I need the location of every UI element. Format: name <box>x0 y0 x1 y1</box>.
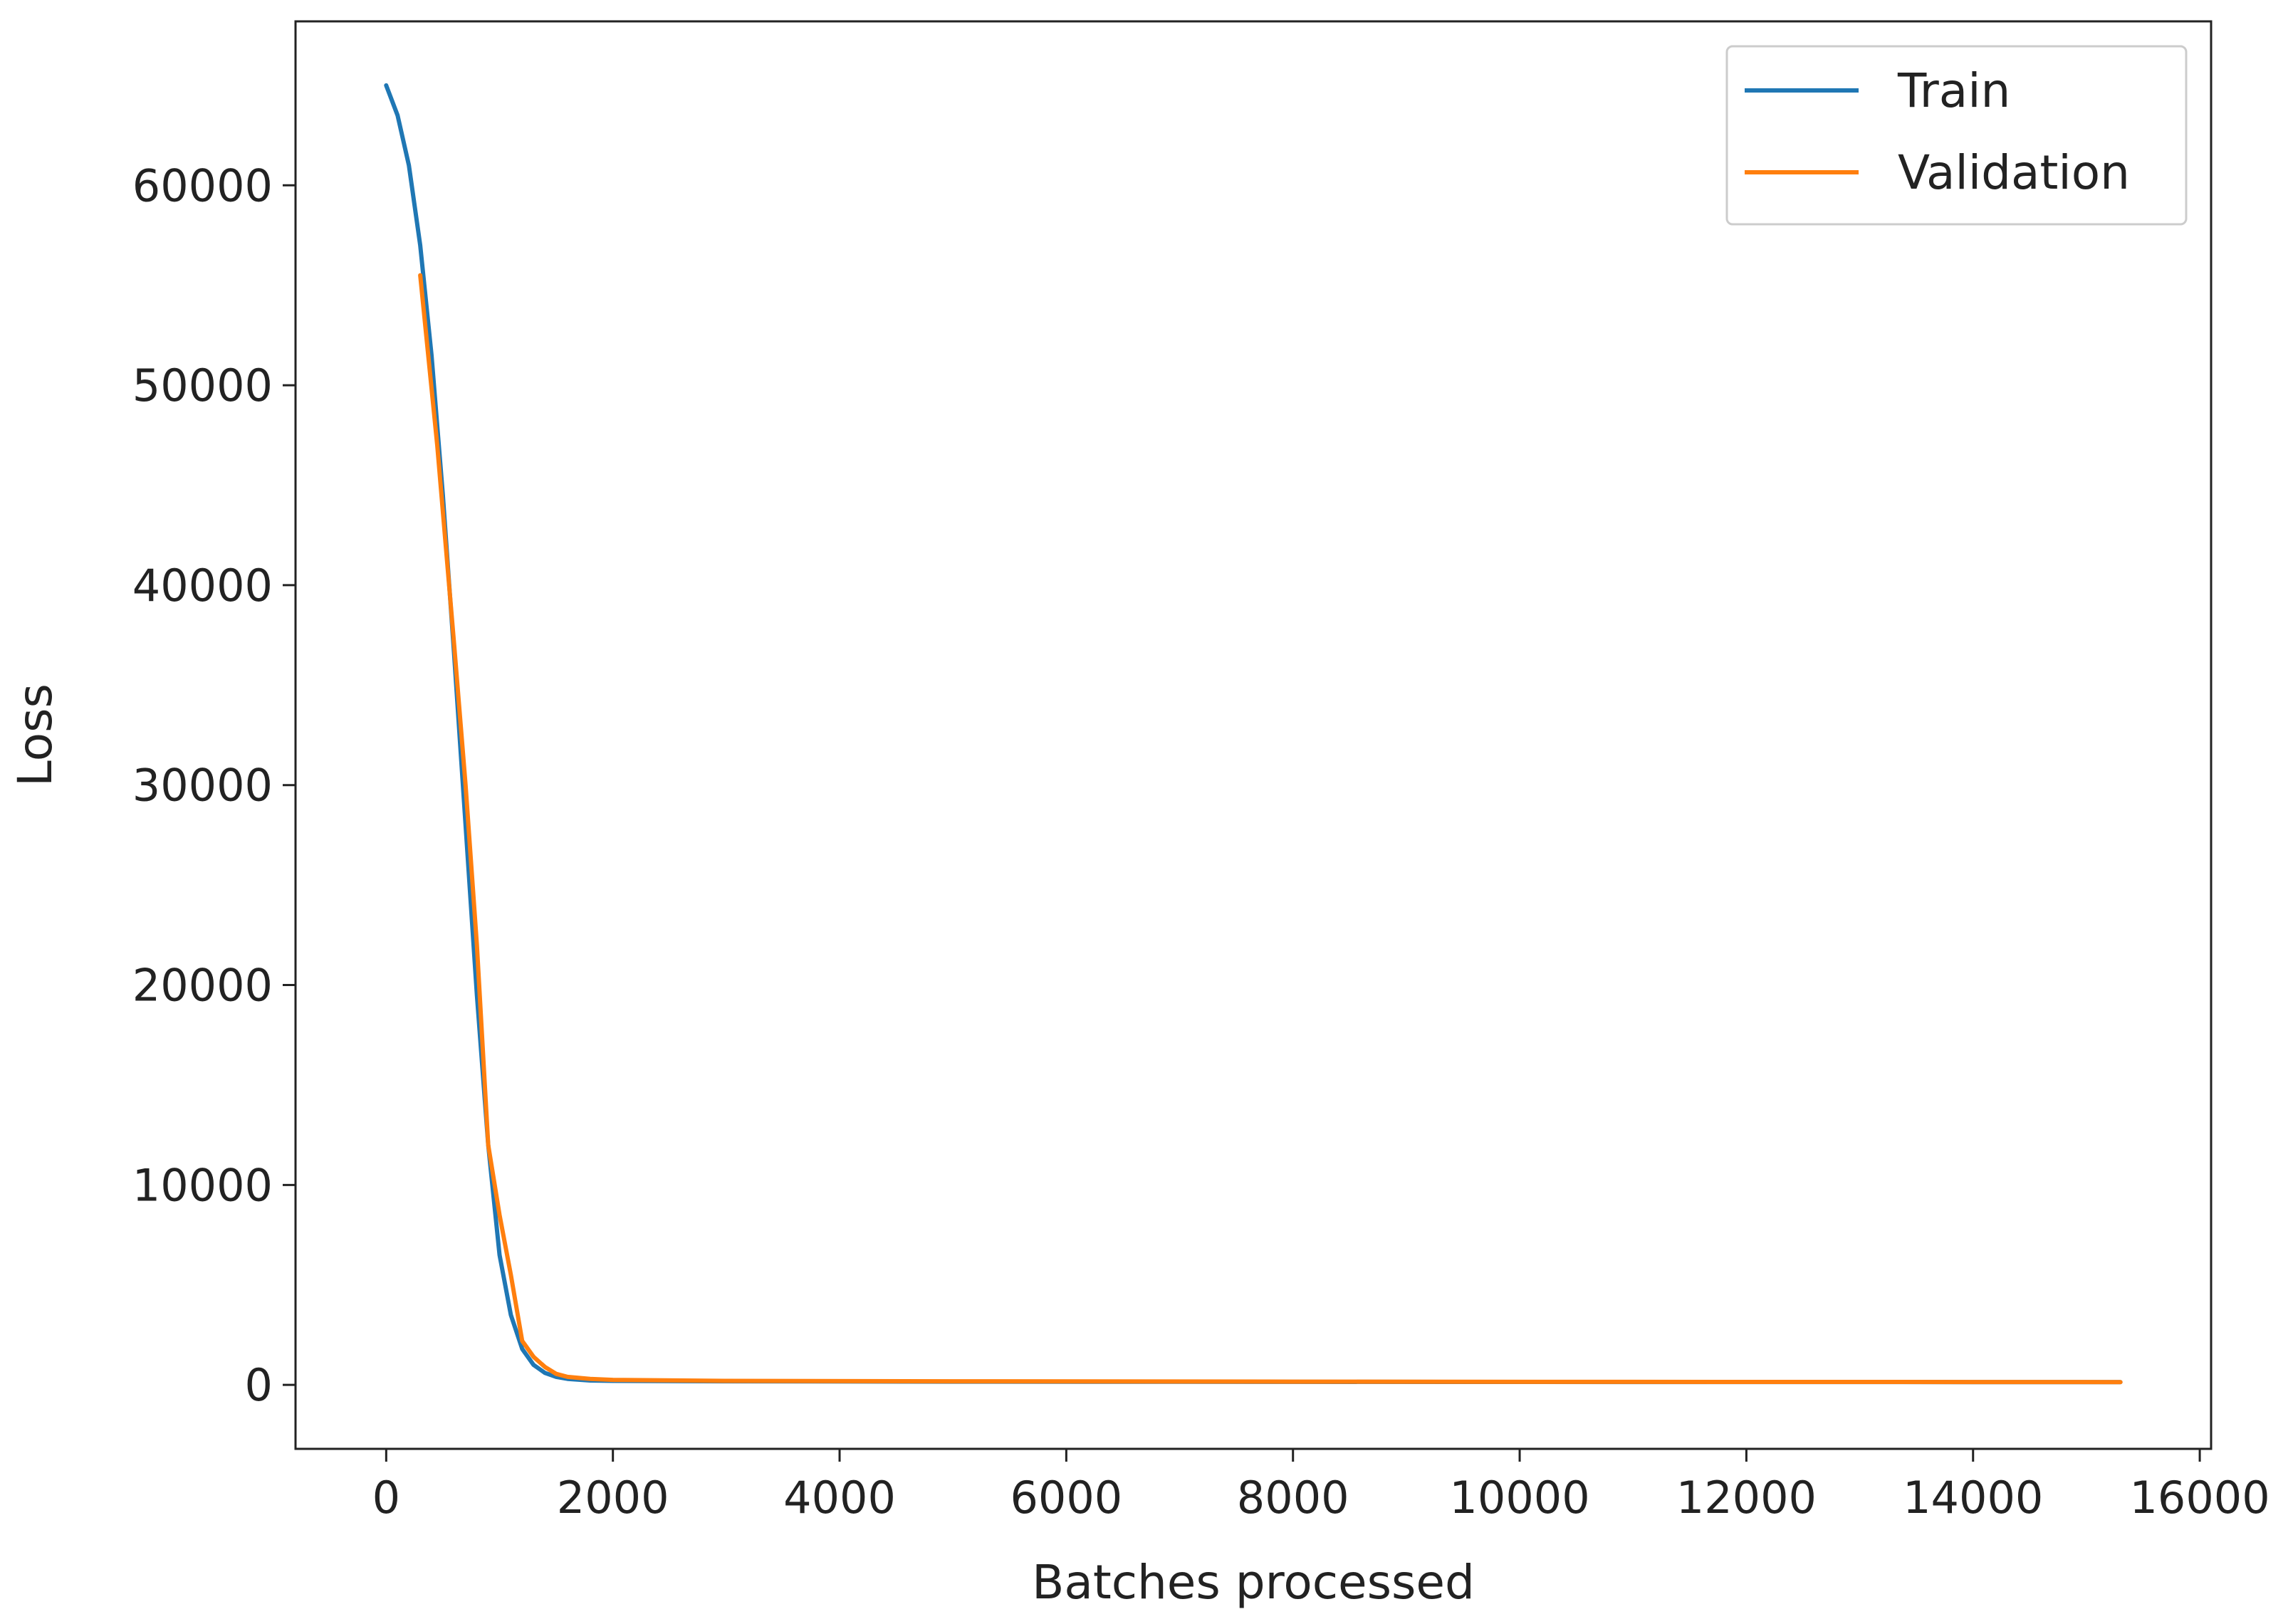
x-axis-label: Batches processed <box>1032 1555 1475 1610</box>
y-axis: 0 10000 20000 30000 40000 50000 60000 <box>132 159 296 1411</box>
x-axis: 0 2000 4000 6000 8000 10000 12000 14000 16000 <box>372 1449 2270 1524</box>
series-line-validation <box>418 273 2123 1385</box>
x-tick-label: 16000 <box>2129 1472 2269 1524</box>
x-tick-label: 4000 <box>783 1472 896 1524</box>
y-tick-label: 10000 <box>132 1159 273 1211</box>
legend-label-train: Train <box>1897 63 2010 118</box>
y-tick-label: 50000 <box>132 360 273 412</box>
x-tick-label: 0 <box>372 1472 400 1524</box>
legend-label-validation: Validation <box>1898 145 2130 200</box>
x-tick-label: 12000 <box>1676 1472 1817 1524</box>
legend: Train Validation <box>1725 45 2188 226</box>
plot-area-frame <box>294 20 2213 1450</box>
y-tick-label: 20000 <box>132 960 273 1012</box>
x-tick-label: 14000 <box>1903 1472 2043 1524</box>
series-layer <box>384 83 2123 1385</box>
y-tick-label: 40000 <box>132 560 273 612</box>
y-axis-label: Loss <box>8 683 63 787</box>
x-tick-label: 8000 <box>1237 1472 1349 1524</box>
x-tick-label: 10000 <box>1449 1472 1589 1524</box>
y-tick-label: 0 <box>245 1359 273 1411</box>
y-tick-label: 30000 <box>132 760 273 812</box>
x-tick-label: 6000 <box>1010 1472 1122 1524</box>
x-tick-label: 2000 <box>557 1472 669 1524</box>
y-tick-label: 60000 <box>132 159 273 211</box>
